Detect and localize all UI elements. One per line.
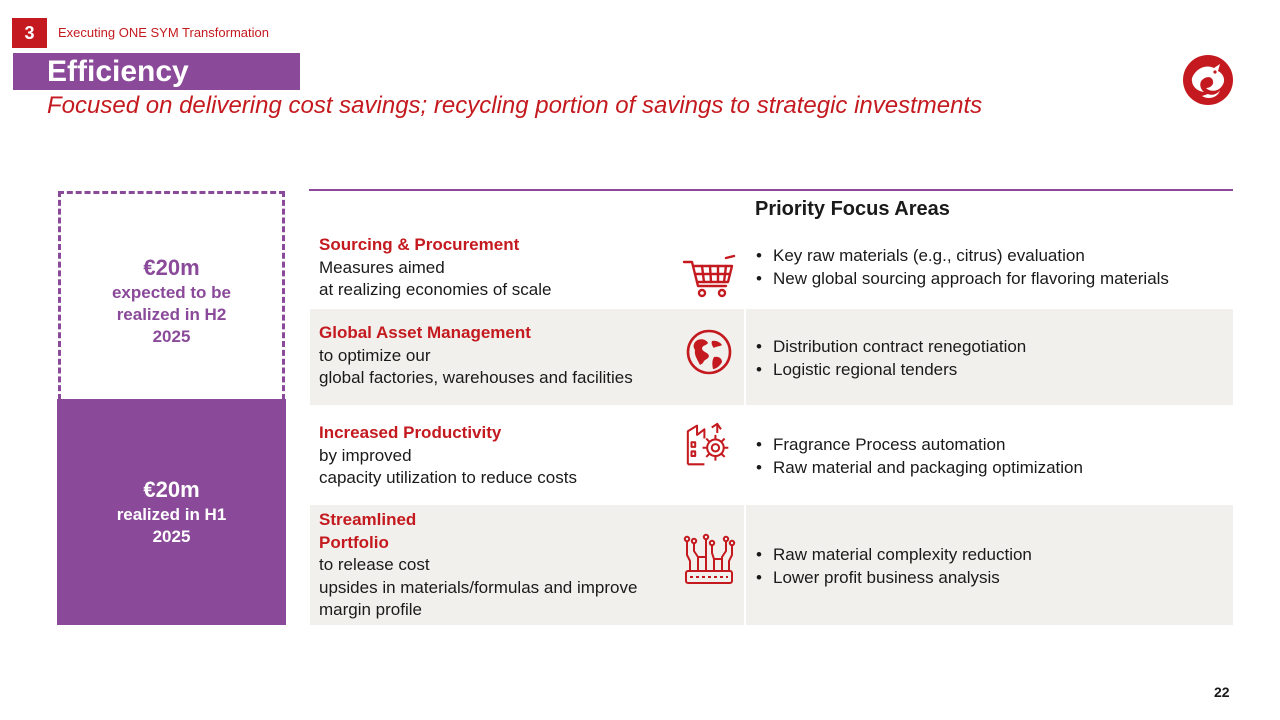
focus-row-text: Increased Productivity by improved capac…: [319, 422, 577, 490]
h2-savings-amount: €20m: [143, 255, 200, 280]
focus-row-desc: global factories, warehouses and facilit…: [319, 368, 633, 387]
focus-row-left-cell: Sourcing & Procurement Measures aimed at…: [310, 226, 744, 308]
focus-row-desc: upsides in materials/formulas and improv…: [319, 577, 638, 597]
focus-row-desc: by improved: [319, 445, 412, 465]
focus-bullet-list: Key raw materials (e.g., citrus) evaluat…: [756, 244, 1169, 290]
focus-row-streamlined-portfolio: Streamlined Portfolio to release cost up…: [310, 505, 1233, 625]
focus-row-desc: capacity utilization to reduce costs: [319, 468, 577, 487]
focus-row-right-cell: Raw material complexity reduction Lower …: [746, 505, 1233, 625]
priority-focus-areas-header: Priority Focus Areas: [755, 198, 950, 220]
focus-row-title: Increased Productivity: [319, 423, 502, 442]
h2-savings-description: expected to be realized in H2 2025: [112, 282, 231, 348]
focus-row-text: Streamlined Portfolio to release cost up…: [319, 509, 637, 622]
dragon-logo-icon: [1183, 55, 1233, 105]
circuit-chip-icon: [683, 533, 736, 584]
h2-desc-line: expected to be: [111, 283, 232, 302]
focus-row-productivity: Increased Productivity by improved capac…: [310, 406, 1233, 504]
shopping-cart-icon: [682, 254, 736, 298]
h1-desc-line: realized in H1: [116, 505, 227, 524]
h2-desc-line: realized in H2: [116, 305, 227, 324]
focus-bullet-list: Distribution contract renegotiation Logi…: [756, 335, 1026, 381]
focus-bullet-list: Raw material complexity reduction Lower …: [756, 543, 1032, 589]
focus-row-sourcing: Sourcing & Procurement Measures aimed at…: [310, 226, 1233, 308]
focus-row-desc: to release cost: [319, 555, 430, 574]
focus-bullet: Distribution contract renegotiation: [756, 335, 1026, 358]
focus-bullet: Raw material complexity reduction: [756, 543, 1032, 566]
focus-row-title: Streamlined: [319, 510, 417, 529]
page-subtitle: Focused on delivering cost savings; recy…: [47, 92, 983, 119]
h1-savings-description: realized in H1 2025: [117, 504, 227, 548]
focus-bullet: New global sourcing approach for flavori…: [756, 267, 1169, 290]
focus-row-right-cell: Key raw materials (e.g., citrus) evaluat…: [746, 226, 1233, 308]
focus-row-left-cell: Global Asset Management to optimize our …: [310, 309, 744, 405]
focus-row-text: Global Asset Management to optimize our …: [319, 322, 633, 390]
focus-bullet-list: Fragrance Process automation Raw materia…: [756, 433, 1083, 479]
page-number: 22: [1214, 684, 1230, 700]
section-label: Executing ONE SYM Transformation: [58, 25, 269, 40]
focus-row-title: Global Asset Management: [319, 323, 531, 342]
h1-desc-line: 2025: [152, 527, 191, 546]
focus-bullet: Raw material and packaging optimization: [756, 456, 1083, 479]
focus-bullet: Lower profit business analysis: [756, 566, 1032, 589]
page-title: Efficiency: [13, 53, 300, 90]
focus-row-text: Sourcing & Procurement Measures aimed at…: [319, 234, 551, 302]
focus-row-title: Sourcing & Procurement: [319, 235, 520, 254]
focus-bullet: Key raw materials (e.g., citrus) evaluat…: [756, 244, 1169, 267]
focus-row-desc: margin profile: [319, 600, 422, 619]
factory-gear-icon: [686, 422, 729, 466]
h2-expected-savings-box: €20m expected to be realized in H2 2025: [58, 191, 285, 400]
focus-row-desc: to optimize our: [319, 345, 431, 365]
table-top-rule: [309, 189, 1233, 191]
focus-row-title: Portfolio: [319, 532, 389, 552]
focus-row-left-cell: Increased Productivity by improved capac…: [310, 406, 744, 504]
focus-bullet: Fragrance Process automation: [756, 433, 1083, 456]
focus-row-desc: Measures aimed: [319, 257, 445, 277]
globe-icon: [686, 329, 732, 375]
focus-row-global-asset: Global Asset Management to optimize our …: [310, 309, 1233, 405]
focus-row-left-cell: Streamlined Portfolio to release cost up…: [310, 505, 744, 625]
h2-desc-line: 2025: [152, 327, 191, 346]
focus-row-right-cell: Fragrance Process automation Raw materia…: [746, 406, 1233, 504]
focus-row-desc: at realizing economies of scale: [319, 280, 552, 299]
h1-savings-amount: €20m: [143, 477, 200, 502]
h1-realized-savings-box: €20m realized in H1 2025: [57, 399, 286, 625]
focus-row-right-cell: Distribution contract renegotiation Logi…: [746, 309, 1233, 405]
focus-bullet: Logistic regional tenders: [756, 358, 1026, 381]
section-number-badge: 3: [12, 18, 47, 48]
